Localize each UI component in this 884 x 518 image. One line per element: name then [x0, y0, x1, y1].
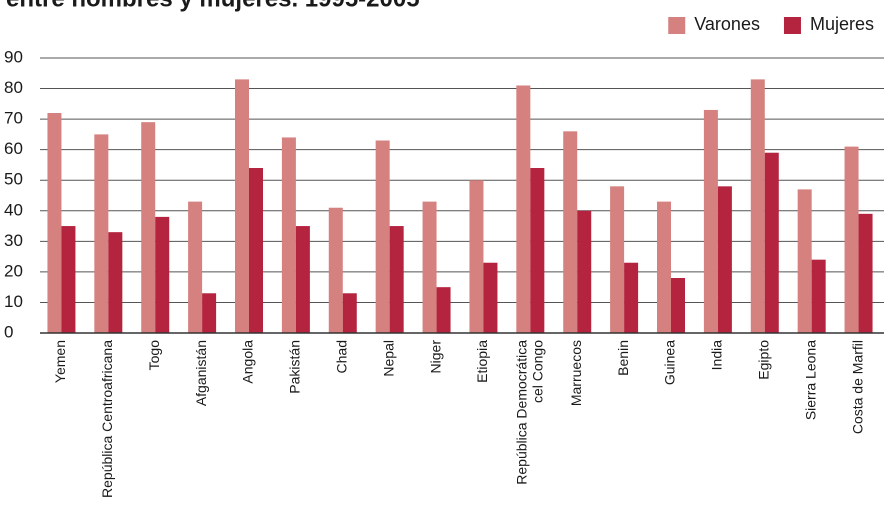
- y-tick-label: 90: [4, 47, 23, 66]
- bar: [657, 201, 671, 333]
- bar: [797, 189, 812, 333]
- y-tick-label: 80: [4, 78, 23, 97]
- bar: [516, 85, 531, 333]
- x-tick-label: Sierra Leona: [802, 340, 818, 420]
- bar: [436, 287, 451, 333]
- x-tick-label: Marruecos: [568, 340, 584, 406]
- x-tick-label: República Centroafricana: [99, 340, 115, 498]
- y-tick-label: 0: [4, 322, 13, 341]
- bar: [188, 201, 203, 333]
- bar: [389, 226, 404, 333]
- bar: [844, 146, 859, 333]
- x-tick-label: India: [709, 340, 725, 371]
- bar: [342, 293, 357, 333]
- bar: [577, 210, 592, 333]
- x-tick-label: Benin: [615, 340, 631, 376]
- bar: [422, 201, 437, 333]
- x-tick-label: Etiopia: [474, 340, 490, 383]
- legend-swatch: [783, 17, 801, 34]
- legend-label: Mujeres: [810, 14, 874, 34]
- y-tick-label: 20: [4, 261, 23, 280]
- x-tick-label: Guinea: [662, 340, 678, 385]
- bar: [249, 168, 263, 333]
- bar: [563, 131, 578, 333]
- x-tick-label: Nepal: [380, 340, 396, 377]
- y-tick-label: 40: [4, 200, 23, 219]
- x-tick-label: Angola: [240, 340, 256, 384]
- bar: [295, 226, 310, 333]
- bar: [858, 213, 873, 333]
- x-tick-label: Yemen: [52, 340, 68, 383]
- bar: [281, 137, 296, 333]
- x-tick-label: Niger: [427, 340, 443, 374]
- bar: [94, 134, 109, 333]
- bar: [235, 79, 249, 333]
- bar: [671, 278, 685, 333]
- legend-label: Varones: [694, 14, 760, 34]
- bar: [703, 109, 718, 333]
- x-tick-label: Pakistán: [287, 340, 303, 394]
- bar: [610, 186, 625, 333]
- x-tick-label: Togo: [146, 340, 162, 371]
- bar: [750, 79, 765, 333]
- y-tick-label: 50: [4, 170, 23, 189]
- bar: [469, 180, 484, 333]
- x-tick-label: Afganistán: [193, 340, 209, 406]
- bar: [375, 140, 390, 333]
- bar: [141, 122, 156, 334]
- bar: [624, 262, 639, 333]
- y-tick-label: 30: [4, 231, 23, 250]
- bar: [108, 232, 123, 333]
- y-tick-label: 10: [4, 292, 23, 311]
- x-tick-label: Costa de Marfil: [849, 340, 865, 434]
- bar: [764, 152, 779, 333]
- y-tick-label: 70: [4, 109, 23, 128]
- bar: [202, 293, 217, 333]
- x-tick-label: República Democráticacel Congo: [513, 340, 545, 485]
- x-tick-label: Chad: [333, 340, 349, 373]
- bar: [483, 262, 498, 333]
- bar: [61, 226, 76, 333]
- bar: [717, 186, 732, 333]
- x-tick-label: Egipto: [755, 340, 771, 380]
- chart-title: entre hombres y mujeres. 1995-2005: [6, 0, 420, 12]
- bar: [47, 113, 62, 333]
- legend-swatch: [668, 17, 686, 34]
- y-tick-label: 60: [4, 139, 23, 158]
- bar: [530, 168, 545, 333]
- bar: [155, 216, 170, 333]
- bar: [811, 259, 826, 333]
- bar: [328, 207, 343, 333]
